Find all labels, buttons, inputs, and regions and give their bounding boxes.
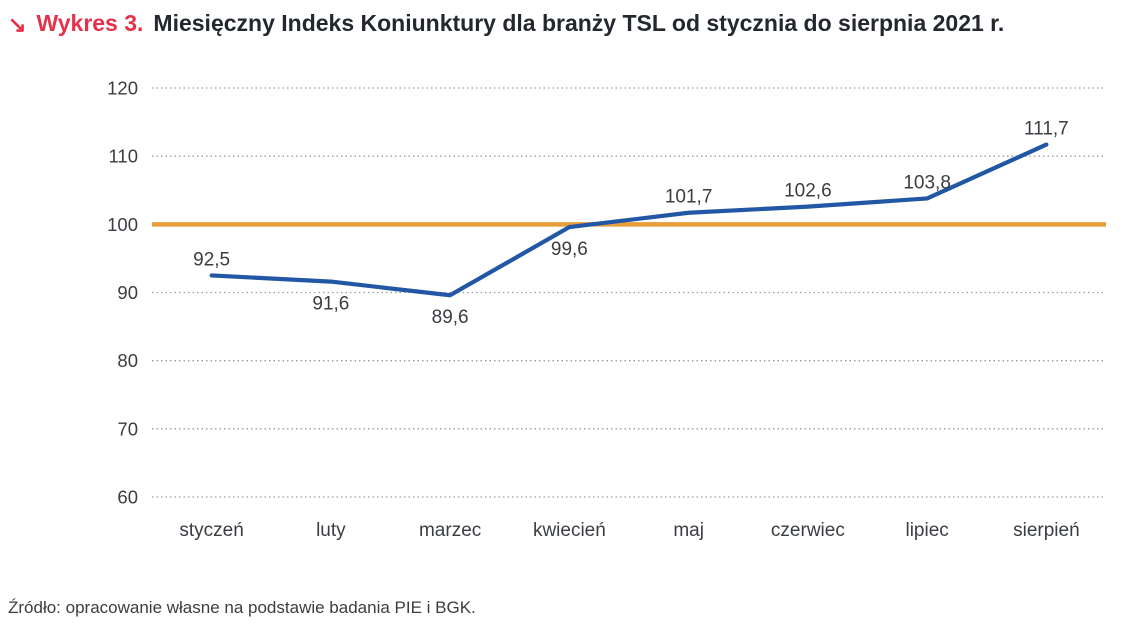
data-point-label: 101,7 [665,187,713,208]
y-axis-tick-label: 70 [117,418,138,439]
data-point-label: 89,6 [432,307,469,328]
figure-caption: ↘ Wykres 3. Miesięczny Indeks Koniunktur… [8,8,1114,39]
data-point-label: 99,6 [551,239,588,260]
x-axis-tick-label: sierpień [1013,520,1080,541]
figure-title: Miesięczny Indeks Koniunktury dla branży… [153,10,1005,36]
figure-number: Wykres 3. [36,10,144,36]
y-axis-tick-label: 110 [109,146,139,167]
y-axis-tick-label: 60 [117,487,138,508]
data-point-label: 102,6 [784,181,832,202]
data-point-label: 92,5 [193,249,230,270]
x-axis-tick-label: maj [673,520,704,541]
data-point-label: 103,8 [903,172,951,193]
y-axis-tick-label: 100 [107,214,138,235]
x-axis-tick-label: marzec [419,520,481,541]
x-axis-tick-label: luty [316,520,346,541]
y-axis-tick-label: 90 [117,282,138,303]
figure-marker-arrow-icon: ↘ [8,12,27,37]
x-axis-tick-label: lipiec [905,520,948,541]
index-line-series [209,142,1049,298]
source-note: Źródło: opracowanie własne na podstawie … [8,598,476,617]
data-point-label: 111,7 [1024,119,1069,140]
x-axis-tick-label: styczeń [179,520,243,541]
x-axis-tick-label: czerwiec [771,520,845,541]
y-axis-tick-label: 120 [107,78,138,99]
y-axis-tick-label: 80 [117,350,138,371]
x-axis-tick-label: kwiecień [533,520,606,541]
data-point-label: 91,6 [312,294,349,315]
